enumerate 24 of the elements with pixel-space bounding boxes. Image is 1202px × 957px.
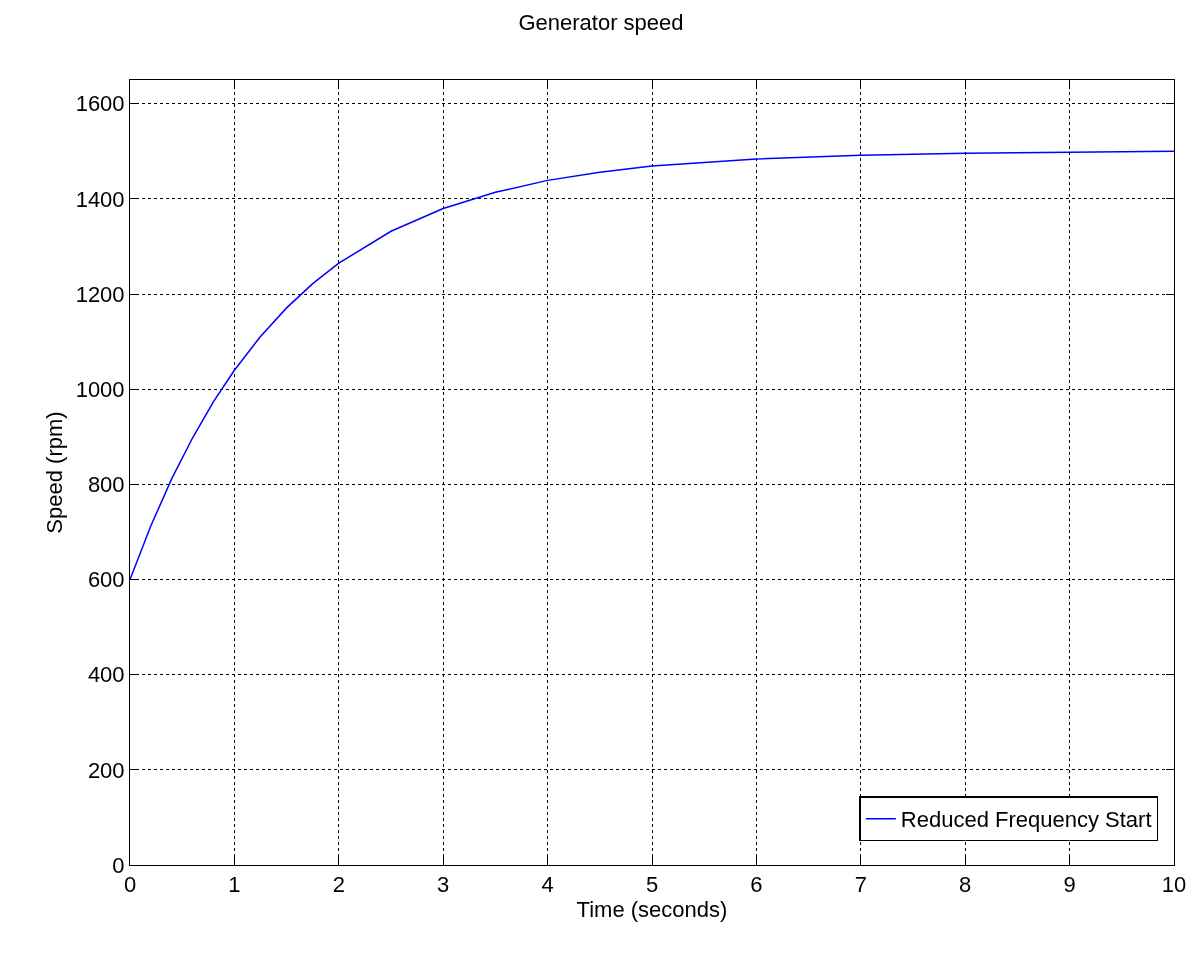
x-tick-label: 2 [332, 872, 345, 898]
x-axis-title: Time (seconds) [576, 897, 728, 923]
y-axis-title: Speed (rpm) [42, 411, 68, 534]
x-tick-label: 6 [750, 872, 763, 898]
y-tick-label: 400 [87, 662, 125, 688]
y-tick-label: 600 [87, 567, 125, 593]
y-tick-label: 200 [87, 757, 125, 783]
x-tick-label: 7 [854, 872, 867, 898]
y-tick-label: 0 [112, 852, 125, 878]
x-tick-label: 9 [1063, 872, 1076, 898]
y-tick-label: 1600 [75, 91, 125, 117]
x-tick-label: 1 [228, 872, 241, 898]
line-series [130, 150, 1174, 581]
x-tick-label: 4 [541, 872, 554, 898]
x-tick-label: 8 [959, 872, 972, 898]
legend-label: Reduced Frequency Start [900, 807, 1152, 833]
y-tick-label: 1400 [75, 186, 125, 212]
chart-title: Generator speed [518, 9, 684, 35]
x-tick-label: 3 [437, 872, 450, 898]
x-tick-label: 5 [645, 872, 659, 898]
y-tick-label: 1200 [75, 281, 125, 307]
y-tick-label: 800 [87, 472, 125, 498]
x-tick-label: 10 [1161, 872, 1187, 898]
y-tick-label: 1000 [75, 376, 125, 402]
